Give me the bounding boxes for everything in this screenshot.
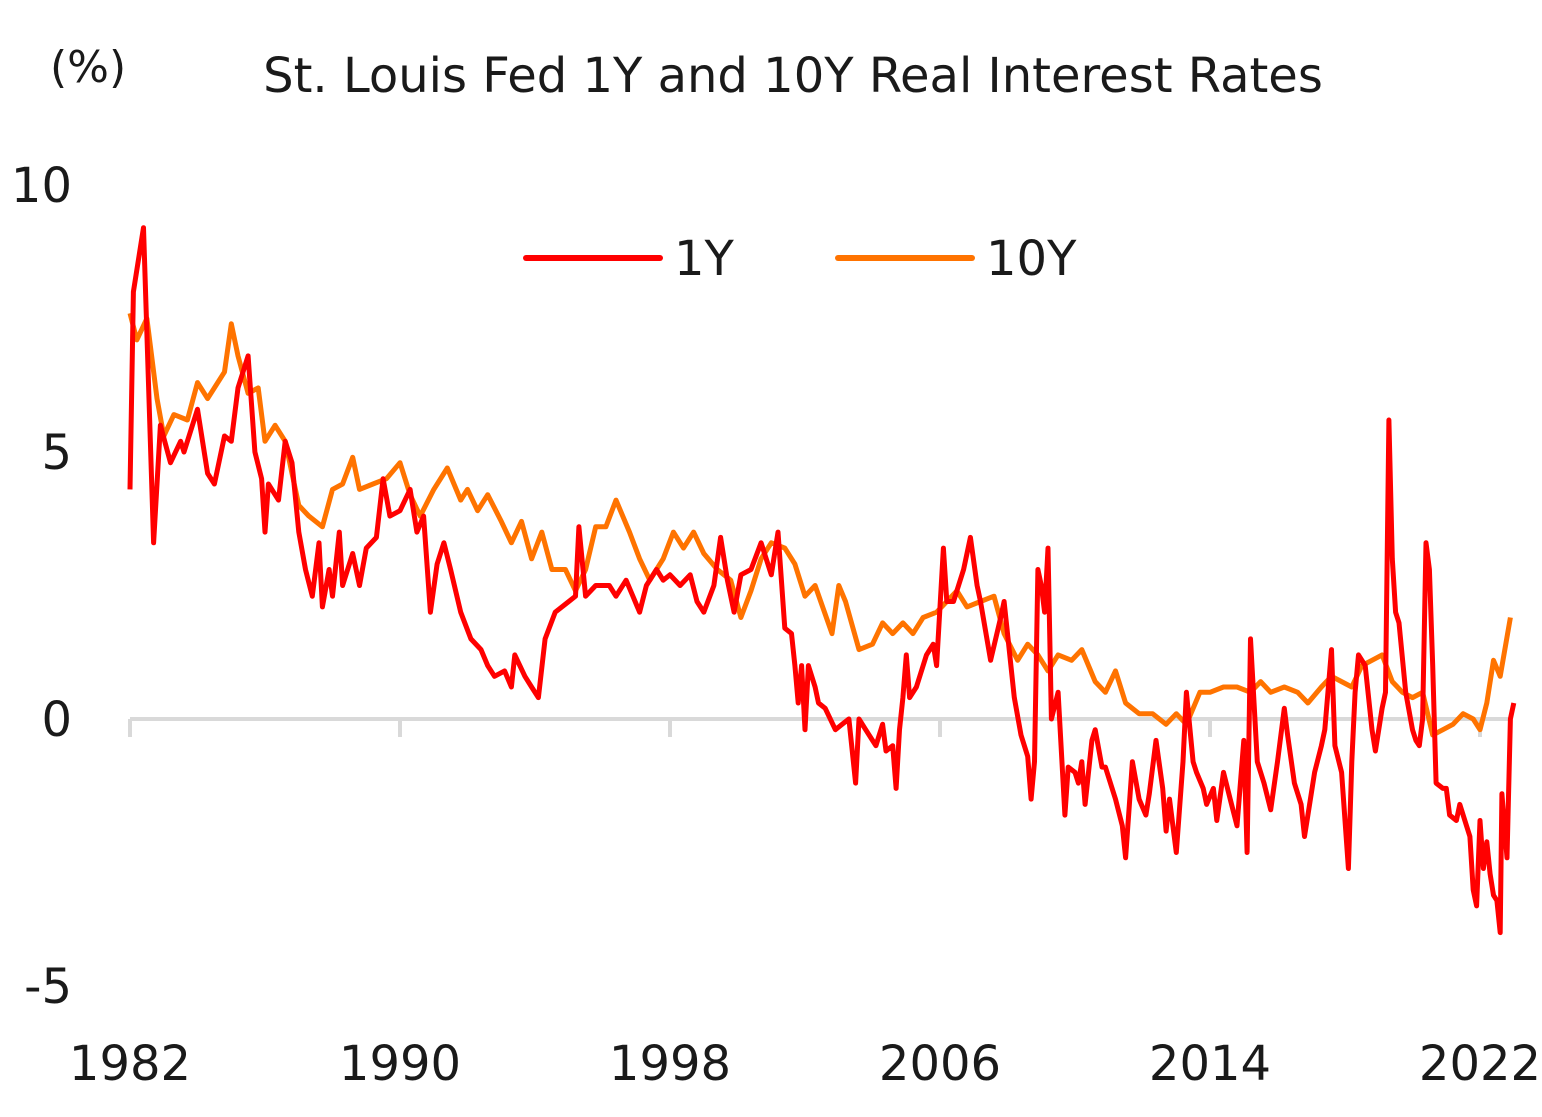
y-tick-label: 0 <box>41 692 72 748</box>
y-axis-unit-label: (%) <box>50 42 126 93</box>
legend: 1Y 10Y <box>523 231 1077 287</box>
series-line-10y <box>127 312 1513 738</box>
y-tick-label: 10 <box>11 158 72 214</box>
y-tick-label: 5 <box>41 425 72 481</box>
legend-label-1y: 1Y <box>674 231 735 287</box>
legend-label-10y: 10Y <box>986 231 1077 287</box>
x-tick-label: 1990 <box>339 1036 461 1092</box>
x-tick-label: 1982 <box>69 1036 191 1092</box>
x-tick-label: 2022 <box>1419 1036 1541 1092</box>
chart-title: St. Louis Fed 1Y and 10Y Real Interest R… <box>263 48 1323 104</box>
series-line-1y <box>127 225 1517 936</box>
x-tick-label: 1998 <box>609 1036 731 1092</box>
x-tick-label: 2014 <box>1149 1036 1271 1092</box>
x-tick-label: 2006 <box>879 1036 1001 1092</box>
y-tick-label: -5 <box>24 959 72 1015</box>
